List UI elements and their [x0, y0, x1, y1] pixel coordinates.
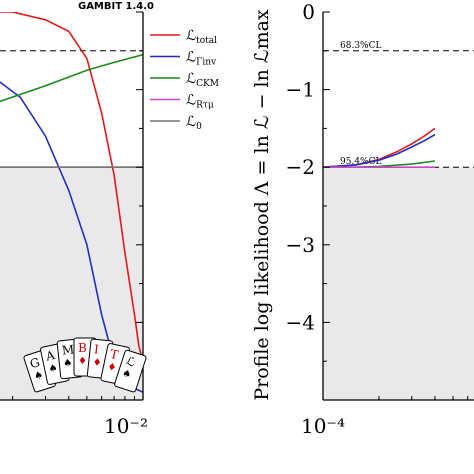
right-y-tick-label: −4	[286, 310, 315, 334]
legend-label-r-tau-mu: ℒRτμ	[186, 93, 214, 111]
svg-text:I: I	[93, 342, 99, 356]
right-panel: 68.3%CL 95.4%CL 0 −1 −2 −3 −4 10⁻⁴ Profile lo…	[251, 0, 474, 438]
svg-text:♦: ♦	[106, 362, 117, 375]
y-axis-label: Profile log likelihood Λ = ln ℒ − ln ℒma…	[251, 9, 273, 401]
svg-text:♠: ♠	[48, 363, 59, 376]
right-x-tick-label: 10⁻⁴	[301, 414, 345, 438]
right-y-tick-label: −1	[286, 78, 315, 102]
right-y-tick-label: −3	[286, 233, 315, 257]
left-x-tick-label: 10⁻²	[104, 414, 148, 438]
svg-text:B: B	[78, 341, 87, 355]
right-y-tick-label: 0	[302, 0, 315, 24]
legend-label-gamma-inv: ℒΓinv	[186, 50, 217, 68]
reference-line-label: 95.4%CL	[340, 157, 381, 167]
svg-text:T: T	[109, 347, 120, 362]
svg-text:♦: ♦	[92, 357, 102, 369]
svg-text:♠: ♠	[33, 369, 45, 382]
svg-text:♠: ♠	[121, 368, 133, 381]
svg-text:M: M	[61, 342, 75, 357]
svg-text:G: G	[28, 355, 41, 371]
left-panel: 10⁻² GAMBIT 1.4.0 ℒtotalℒΓinvℒCKMℒRτμℒ0 …	[0, 1, 219, 438]
gambit-version-badge: GAMBIT 1.4.0	[78, 1, 154, 12]
reference-line-label: 68.3%CL	[340, 41, 381, 51]
svg-text:♦: ♦	[78, 356, 87, 367]
legend-label-ckm: ℒCKM	[186, 71, 219, 89]
svg-text:A: A	[44, 348, 57, 364]
left-series-total	[0, 12, 143, 362]
logo-card: ℒ♠	[114, 349, 147, 393]
right-y-tick-label: −2	[286, 155, 315, 179]
legend-label-zero: ℒ0	[186, 114, 202, 132]
legend-label-total: ℒtotal	[186, 28, 217, 46]
gambit-logo: G♠A♠M♠B♦I♦T♦ ℒ♠	[23, 337, 147, 393]
legend: ℒtotal ℒΓinv ℒCKM ℒRτμ ℒ0	[150, 28, 219, 132]
right-excluded-region	[323, 167, 474, 400]
right-series-gamma-inv	[323, 133, 436, 168]
left-series-ckm	[0, 53, 143, 103]
svg-text:♠: ♠	[63, 358, 73, 370]
